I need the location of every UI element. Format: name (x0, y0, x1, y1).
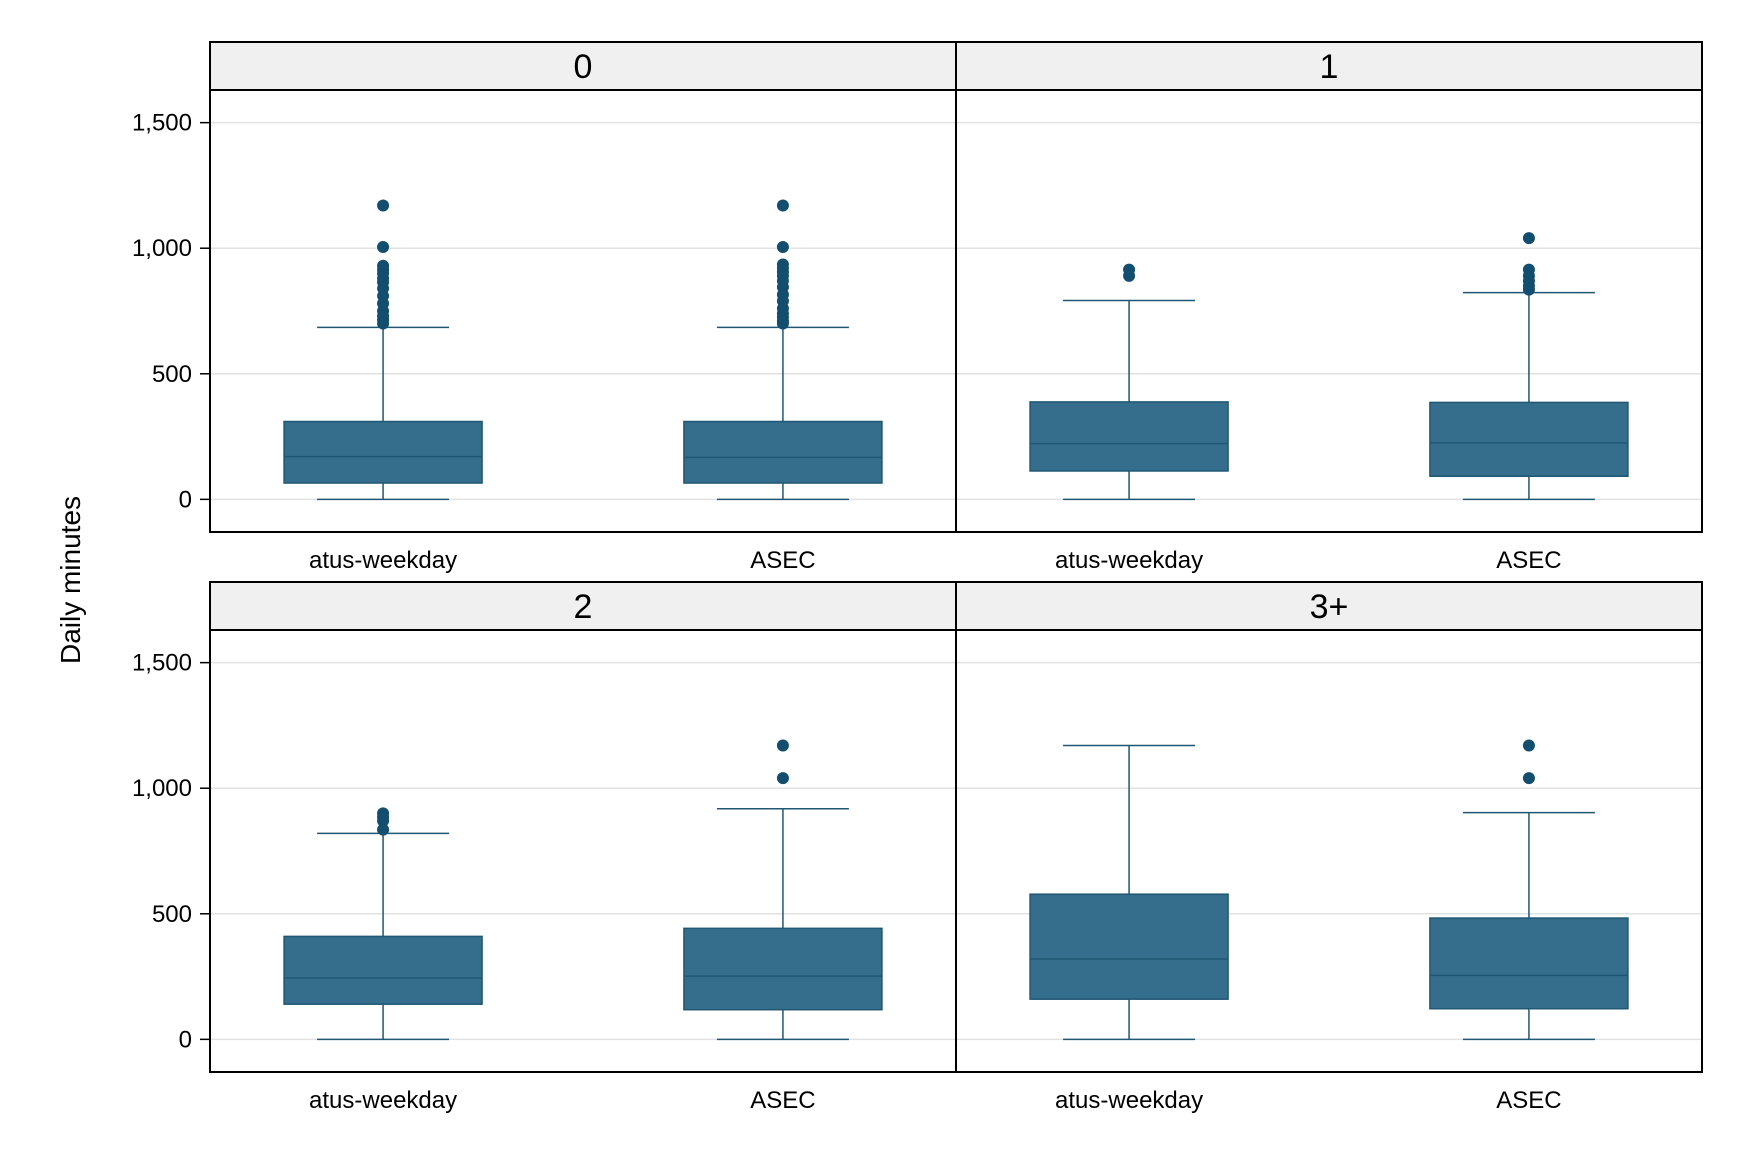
panel-1: 0 0 500 1,000 1,500 atus-weekday ASEC (132, 41, 957, 574)
y-tick-label: 1,500 (132, 110, 192, 137)
box-body (283, 935, 483, 1005)
outlier-point (1522, 772, 1535, 785)
box-ASEC (683, 199, 883, 501)
box-body (683, 420, 883, 484)
box-ASEC (683, 739, 883, 1041)
outlier-point (1522, 232, 1535, 245)
y-tick-label: 500 (152, 361, 192, 388)
outlier-point (776, 258, 789, 271)
box-body (1029, 893, 1229, 1000)
outlier-point (776, 739, 789, 752)
outlier-point (1522, 263, 1535, 276)
outlier-point (377, 240, 390, 253)
panel-strip-label: 2 (574, 588, 593, 626)
box-atus-weekday (283, 807, 483, 1041)
x-tick-label: atus-weekday (1055, 1087, 1203, 1114)
box-ASEC (1429, 739, 1629, 1041)
box-body (683, 927, 883, 1011)
outlier-point (776, 772, 789, 785)
box-atus-weekday (1029, 744, 1229, 1041)
y-tick-label: 0 (179, 1026, 192, 1053)
panel-4: 3+ atus-weekday ASEC (955, 581, 1703, 1114)
x-tick-label: ASEC (1496, 547, 1561, 574)
outlier-point (377, 259, 390, 272)
box-body (283, 420, 483, 484)
box-body (1029, 401, 1229, 472)
panel-3: 2 0 500 1,000 1,500 atus-weekday ASEC (132, 581, 957, 1114)
y-tick-label: 500 (152, 901, 192, 928)
box-body (1429, 401, 1629, 477)
y-tick-label: 1,500 (132, 650, 192, 677)
panel-frame (955, 89, 1703, 533)
panel-strip-label: 0 (574, 48, 593, 86)
x-tick-label: atus-weekday (309, 1087, 457, 1114)
outlier-point (377, 199, 390, 212)
y-tick-label: 0 (179, 486, 192, 513)
x-tick-label: ASEC (750, 547, 815, 574)
panel-2: 1 atus-weekday ASEC (955, 41, 1703, 574)
box-atus-weekday (283, 199, 483, 501)
panel-frame (955, 629, 1703, 1073)
panel-strip-label: 3+ (1310, 588, 1349, 626)
x-tick-label: ASEC (750, 1087, 815, 1114)
outlier-point (776, 240, 789, 253)
outlier-point (1123, 263, 1136, 276)
y-tick-label: 1,000 (132, 235, 192, 262)
y-tick-label: 1,000 (132, 775, 192, 802)
panels-layer: 0 0 500 1,000 1,500 atus-weekday ASEC 1 atus-wee… (132, 41, 1703, 1114)
x-tick-label: ASEC (1496, 1087, 1561, 1114)
panel-strip-label: 1 (1320, 48, 1339, 86)
outlier-point (377, 807, 390, 820)
box-body (1429, 917, 1629, 1010)
y-axis-label: Daily minutes (55, 496, 86, 664)
panel-strip (209, 41, 957, 91)
x-tick-label: atus-weekday (309, 547, 457, 574)
outlier-point (377, 823, 390, 836)
box-ASEC (1429, 232, 1629, 501)
panel-strip (209, 581, 957, 631)
outlier-point (1522, 739, 1535, 752)
panel-strip (955, 581, 1703, 631)
box-atus-weekday (1029, 263, 1229, 501)
x-tick-label: atus-weekday (1055, 547, 1203, 574)
outlier-point (776, 199, 789, 212)
